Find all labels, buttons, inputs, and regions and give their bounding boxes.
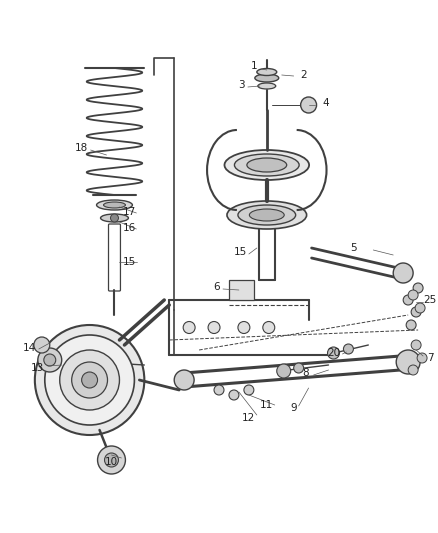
Text: 25: 25 — [424, 295, 437, 305]
Circle shape — [343, 344, 353, 354]
Circle shape — [81, 372, 98, 388]
Bar — [229, 280, 254, 300]
Text: 18: 18 — [75, 143, 88, 153]
Circle shape — [244, 385, 254, 395]
Circle shape — [408, 365, 418, 375]
Ellipse shape — [227, 201, 307, 229]
Ellipse shape — [258, 83, 276, 89]
Circle shape — [44, 354, 56, 366]
Text: 12: 12 — [242, 413, 255, 423]
Ellipse shape — [101, 214, 128, 222]
Circle shape — [411, 340, 421, 350]
Ellipse shape — [238, 205, 296, 225]
Circle shape — [229, 390, 239, 400]
Ellipse shape — [255, 74, 279, 82]
Circle shape — [214, 385, 224, 395]
Circle shape — [34, 337, 50, 353]
Text: 10: 10 — [105, 457, 118, 467]
Text: 16: 16 — [123, 223, 136, 233]
Circle shape — [183, 321, 195, 334]
Circle shape — [98, 446, 125, 474]
Circle shape — [411, 307, 421, 317]
Circle shape — [72, 362, 107, 398]
Ellipse shape — [103, 202, 125, 208]
Text: 7: 7 — [427, 353, 433, 363]
Circle shape — [208, 321, 220, 334]
Text: 11: 11 — [260, 400, 273, 410]
Text: 4: 4 — [322, 98, 329, 108]
Circle shape — [393, 263, 413, 283]
Circle shape — [38, 348, 62, 372]
Text: 6: 6 — [214, 282, 220, 292]
Circle shape — [35, 325, 145, 435]
Circle shape — [413, 283, 423, 293]
FancyBboxPatch shape — [109, 224, 120, 291]
Ellipse shape — [257, 69, 277, 76]
Circle shape — [408, 290, 418, 300]
Text: 1: 1 — [251, 61, 257, 71]
Ellipse shape — [234, 154, 299, 176]
Text: 5: 5 — [350, 243, 357, 253]
Circle shape — [300, 97, 317, 113]
Circle shape — [277, 364, 291, 378]
Ellipse shape — [247, 158, 287, 172]
Text: 17: 17 — [123, 207, 136, 217]
Text: 15: 15 — [123, 257, 136, 267]
Circle shape — [293, 363, 304, 373]
Circle shape — [238, 321, 250, 334]
Text: 20: 20 — [327, 348, 340, 358]
Circle shape — [60, 350, 120, 410]
Ellipse shape — [96, 200, 132, 210]
Ellipse shape — [225, 150, 309, 180]
Circle shape — [406, 320, 416, 330]
Circle shape — [45, 335, 134, 425]
Circle shape — [415, 303, 425, 313]
Circle shape — [328, 347, 339, 359]
Text: 8: 8 — [302, 368, 309, 378]
Text: 2: 2 — [300, 70, 307, 80]
Circle shape — [403, 295, 413, 305]
Circle shape — [396, 350, 420, 374]
Text: 3: 3 — [239, 80, 245, 90]
Circle shape — [263, 321, 275, 334]
Ellipse shape — [249, 209, 284, 221]
Circle shape — [110, 214, 118, 222]
Circle shape — [417, 353, 427, 363]
Text: 15: 15 — [234, 247, 247, 257]
Text: 14: 14 — [23, 343, 36, 353]
Circle shape — [105, 453, 118, 467]
Text: 13: 13 — [31, 363, 44, 373]
Text: 9: 9 — [290, 403, 297, 413]
Circle shape — [174, 370, 194, 390]
